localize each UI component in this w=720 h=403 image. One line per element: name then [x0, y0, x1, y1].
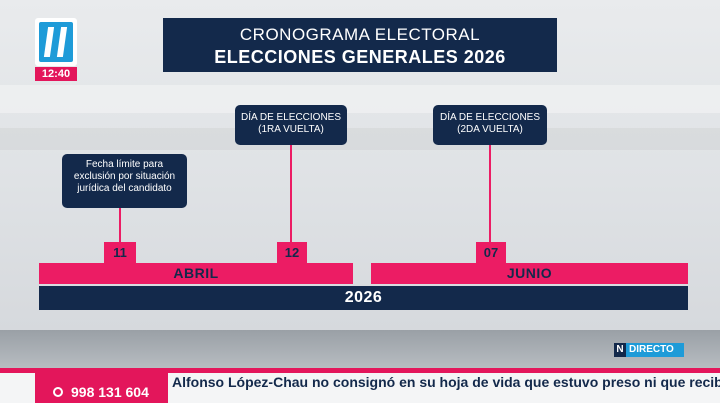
callout-second-round: DÍA DE ELECCIONES (2DA VUELTA): [433, 105, 547, 145]
callout-line: Fecha límite para: [85, 159, 164, 170]
month-bar-june: JUNIO: [371, 263, 688, 284]
day-marker-07: 07: [476, 242, 506, 263]
connector-line: [119, 208, 121, 242]
ticker-headline: Alfonso López-Chau no consignó en su hoj…: [172, 374, 720, 390]
connector-line: [290, 145, 292, 242]
connector-line: [489, 145, 491, 242]
title-banner: CRONOGRAMA ELECTORAL ELECCIONES GENERALE…: [163, 18, 557, 72]
callout-exclusion-deadline: Fecha límite para exclusión por situació…: [62, 154, 187, 208]
callout-line: (2DA VUELTA): [457, 124, 523, 135]
callout-line: (1RA VUELTA): [258, 124, 324, 135]
background-stripe: [0, 85, 720, 113]
day-marker-11: 11: [104, 242, 136, 263]
phone-box: 998 131 604: [35, 373, 168, 403]
background-stripe: [0, 128, 720, 150]
title-line-2: ELECCIONES GENERALES 2026: [214, 47, 506, 67]
title-line-1: CRONOGRAMA ELECTORAL: [239, 25, 481, 44]
callout-line: DÍA DE ELECCIONES: [439, 112, 541, 123]
year-bar: 2026: [39, 286, 688, 310]
callout-line: jurídica del candidato: [77, 183, 172, 194]
live-badge-logo: N: [614, 343, 626, 357]
channel-n-logo-icon: [39, 22, 73, 62]
lower-band: [0, 330, 720, 368]
live-badge: N DIRECTO: [614, 343, 684, 357]
phone-icon: [53, 387, 63, 397]
day-marker-12: 12: [277, 242, 307, 263]
callout-first-round: DÍA DE ELECCIONES (1RA VUELTA): [235, 105, 347, 145]
month-bar-april: ABRIL: [39, 263, 353, 284]
channel-logo: [35, 18, 77, 66]
ticker-accent-bar: [0, 368, 720, 373]
live-badge-label: DIRECTO: [629, 344, 674, 355]
callout-line: exclusión por situación: [73, 171, 176, 182]
clock-badge: 12:40: [35, 67, 77, 81]
callout-line: DÍA DE ELECCIONES: [240, 112, 342, 123]
phone-number: 998 131 604: [71, 384, 149, 400]
